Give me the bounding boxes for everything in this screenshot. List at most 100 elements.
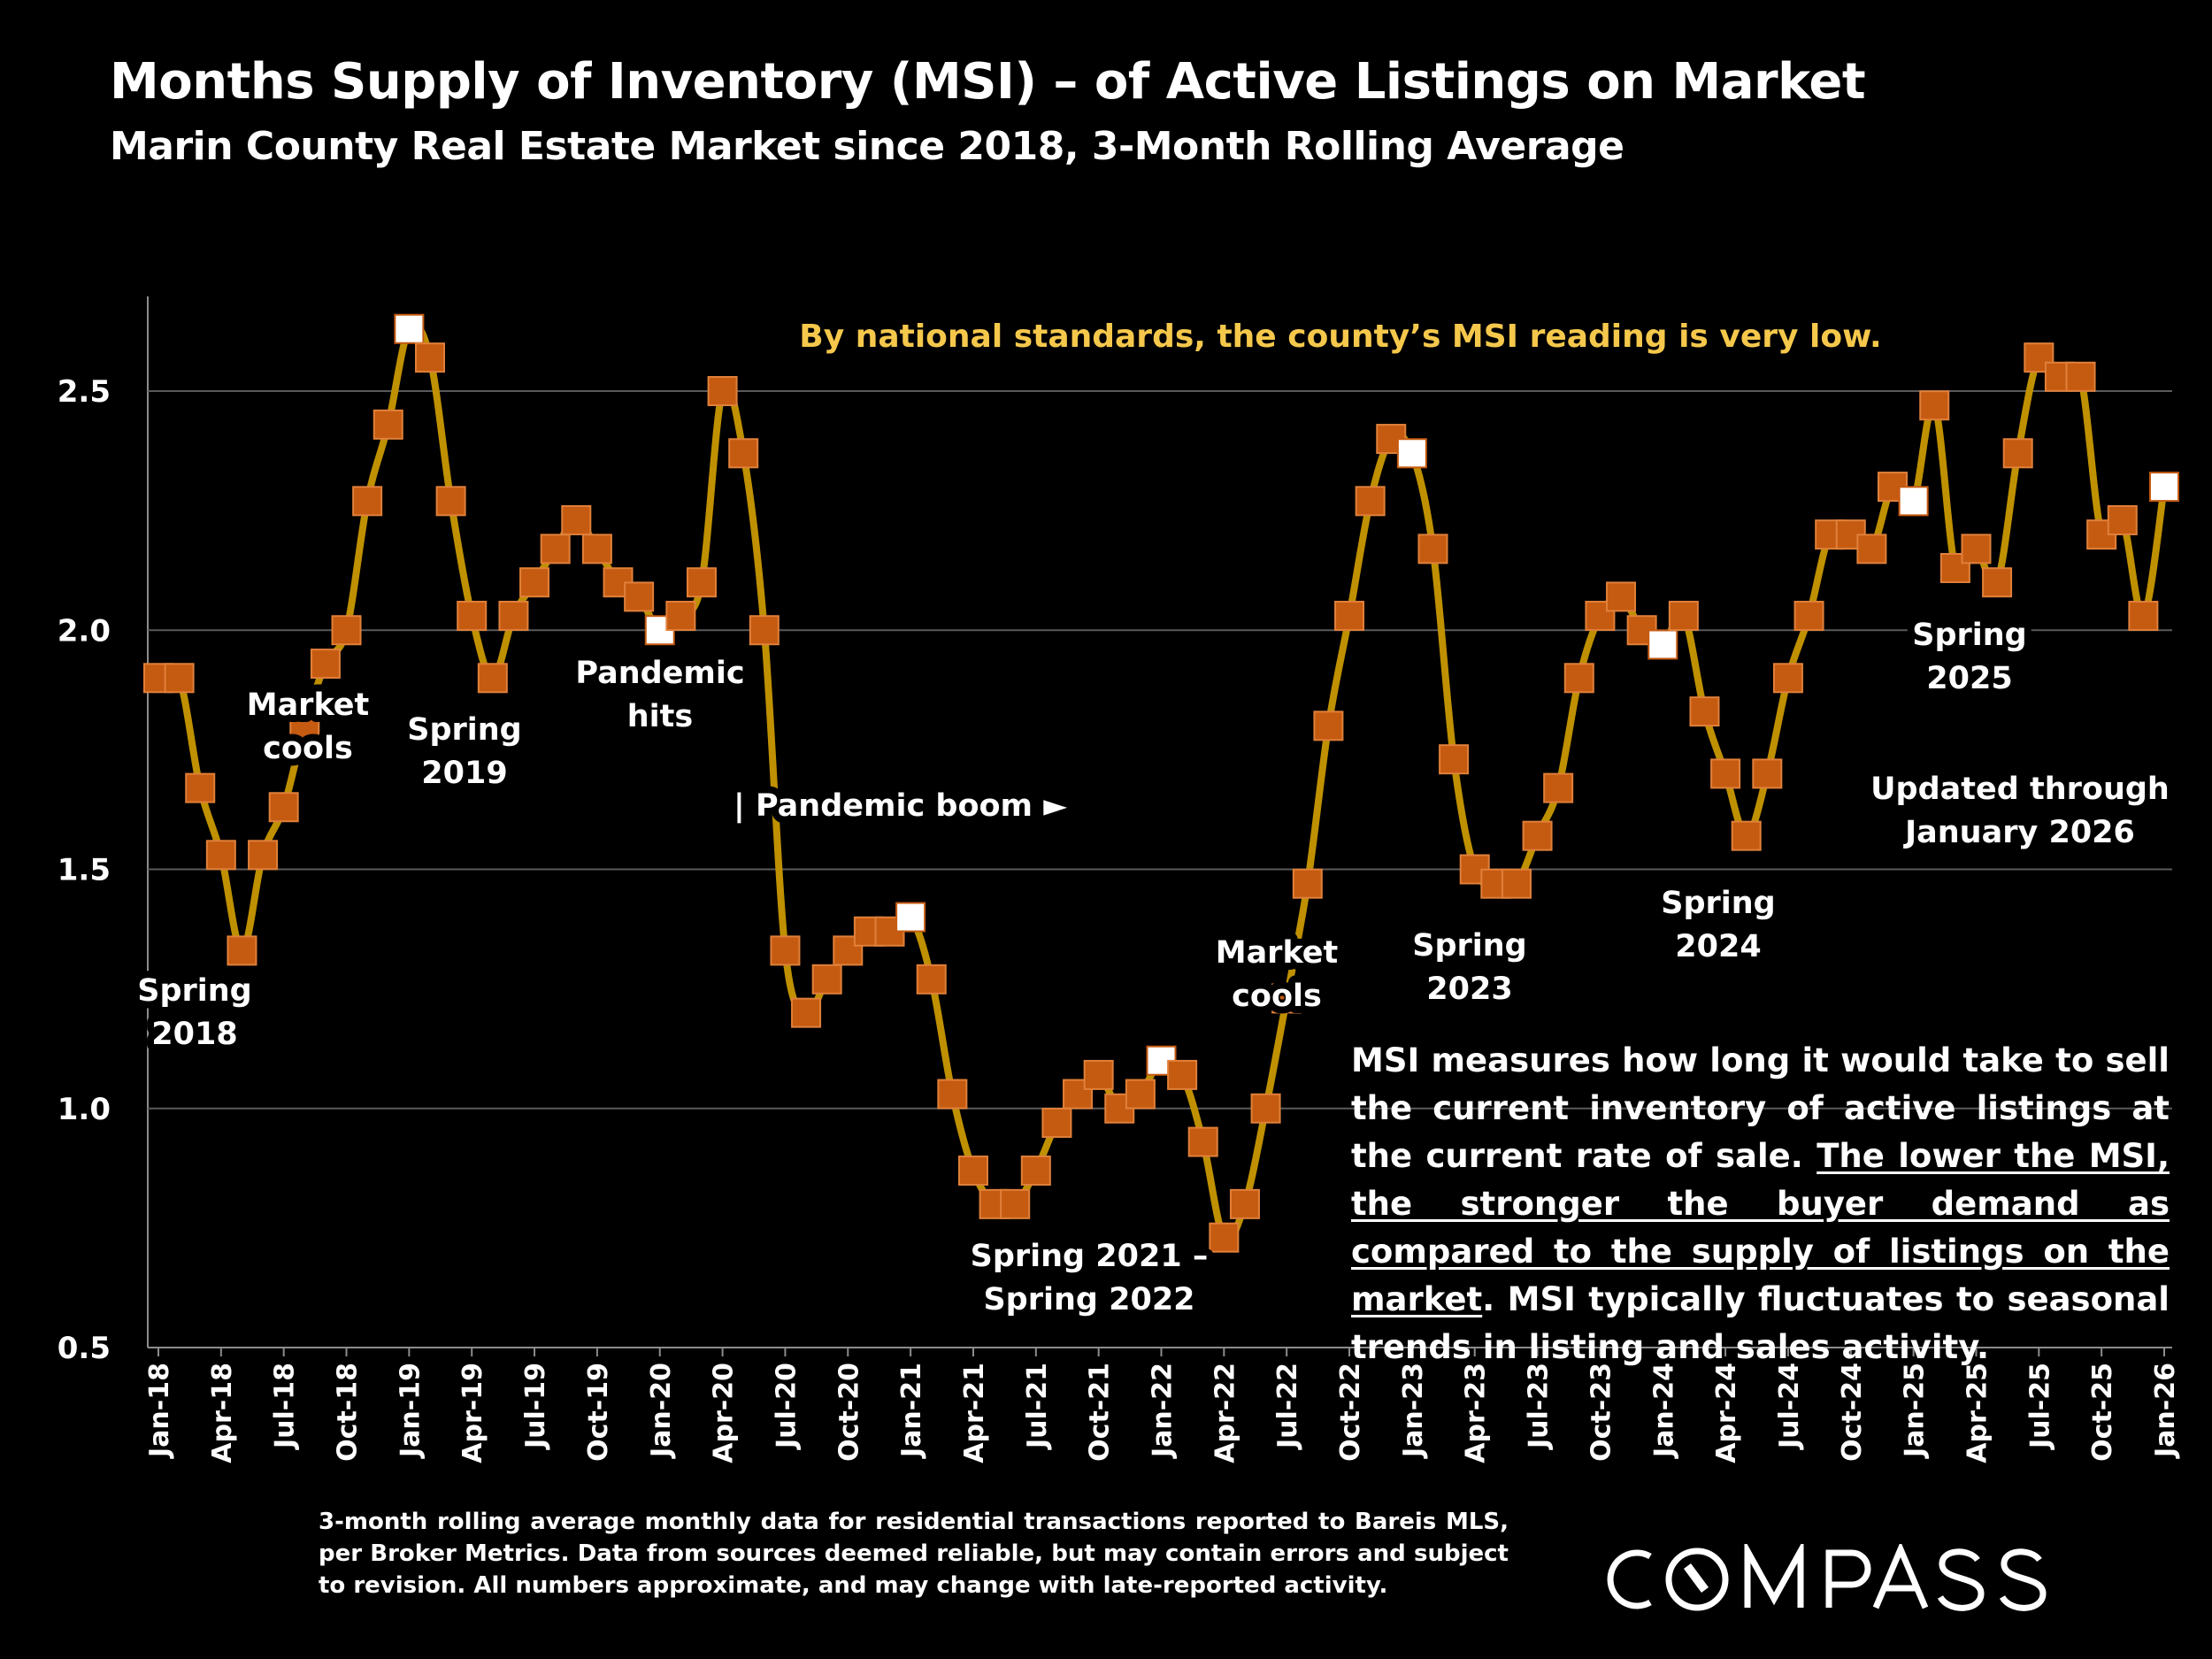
data-point xyxy=(1313,710,1344,741)
data-point xyxy=(1187,1126,1218,1157)
data-point xyxy=(1752,758,1783,789)
data-point-highlighted xyxy=(895,902,926,933)
data-point xyxy=(268,792,299,823)
data-point xyxy=(1522,820,1553,851)
data-point xyxy=(1417,534,1448,565)
msi-explanation-note: MSI measures how long it would take to s… xyxy=(1351,1041,2170,1366)
data-point xyxy=(227,935,257,966)
data-point xyxy=(686,567,717,598)
data-point xyxy=(519,567,550,598)
data-point xyxy=(1439,744,1470,775)
x-tick-label: Oct-21 xyxy=(1085,1363,1116,1462)
data-point xyxy=(1563,663,1594,694)
y-tick-label: 0.5 xyxy=(58,1331,111,1366)
annotation-market-cools-2022: Market cools xyxy=(1216,935,1339,1014)
data-point xyxy=(1668,601,1699,632)
data-point xyxy=(1793,601,1824,632)
annotation-spring-2019: Spring 2019 xyxy=(407,712,522,791)
data-point xyxy=(811,964,842,995)
data-point xyxy=(352,486,383,517)
data-point xyxy=(1606,581,1637,612)
data-point-highlighted xyxy=(1898,486,1929,517)
data-point-highlighted xyxy=(1396,438,1427,469)
x-tick-label: Jul-19 xyxy=(520,1363,551,1450)
chart-subtitle: Marin County Real Estate Market since 20… xyxy=(110,124,1624,169)
x-tick-label: Jan-22 xyxy=(1148,1363,1179,1459)
y-tick-label: 1.0 xyxy=(58,1092,111,1127)
data-point xyxy=(1919,390,1950,421)
x-tick-label: Jan-18 xyxy=(144,1363,175,1459)
data-point xyxy=(435,486,466,517)
data-point xyxy=(665,601,696,632)
x-tick-label: Jul-18 xyxy=(270,1363,301,1450)
annotation-market-cools-2018: Market cools xyxy=(247,687,370,766)
data-point xyxy=(498,601,529,632)
data-point xyxy=(1271,983,1302,1014)
chart-title: Months Supply of Inventory (MSI) – of Ac… xyxy=(110,53,1866,111)
compass-logo-graphic xyxy=(1607,1539,2047,1611)
annotation-pandemic-hits: Pandemic hits xyxy=(575,656,744,734)
note-underlined-text: The lower the MSI, the stronger the buye… xyxy=(1351,1137,2170,1318)
x-tick-label: Oct-23 xyxy=(1586,1363,1617,1462)
data-point xyxy=(1501,868,1532,899)
annotation-national-standards: By national standards, the county’s MSI … xyxy=(799,319,1881,355)
data-point-highlighted xyxy=(1647,629,1678,660)
footnote: 3-month rolling average monthly data for… xyxy=(319,1509,1509,1599)
data-point xyxy=(2065,361,2096,392)
x-tick-label: Oct-19 xyxy=(583,1363,614,1462)
x-tick-label: Jan-20 xyxy=(646,1363,677,1459)
data-point xyxy=(561,504,592,535)
data-point xyxy=(1041,1107,1072,1138)
y-tick-label: 2.0 xyxy=(58,613,111,649)
y-tick-label: 2.5 xyxy=(58,374,111,410)
data-point xyxy=(1982,567,2013,598)
data-point xyxy=(728,438,759,469)
annotation-spring-2024: Spring 2024 xyxy=(1661,886,1776,964)
annotation-spring-2018: Spring 2018 xyxy=(137,973,252,1052)
data-point xyxy=(1209,1222,1240,1253)
data-point xyxy=(1543,772,1574,803)
data-point xyxy=(1020,1156,1051,1187)
data-point xyxy=(1083,1059,1114,1090)
data-point xyxy=(1961,534,1992,565)
x-tick-label: Oct-24 xyxy=(1837,1363,1868,1462)
data-point xyxy=(937,1079,968,1110)
x-tick-label: Apr-25 xyxy=(1962,1363,1993,1463)
data-point xyxy=(1000,1188,1031,1219)
data-point xyxy=(457,601,488,632)
data-point xyxy=(1731,820,1762,851)
data-point xyxy=(477,663,508,694)
data-point xyxy=(1334,601,1365,632)
x-tick-label: Jan-19 xyxy=(395,1363,426,1459)
data-point xyxy=(310,649,341,680)
x-tick-label: Oct-18 xyxy=(333,1363,364,1462)
data-point xyxy=(185,772,216,803)
data-point xyxy=(414,342,445,373)
x-tick-label: Apr-19 xyxy=(457,1363,488,1463)
x-tick-label: Oct-22 xyxy=(1335,1363,1366,1462)
data-point xyxy=(1167,1059,1198,1090)
x-tick-label: Jul-23 xyxy=(1524,1363,1555,1450)
x-tick-label: Jan-24 xyxy=(1648,1363,1679,1459)
data-point xyxy=(1689,696,1720,727)
data-point xyxy=(2128,601,2159,632)
annotation-spring-2025: Spring 2025 xyxy=(1912,618,2027,696)
data-point xyxy=(916,964,947,995)
data-point xyxy=(540,534,571,565)
data-point xyxy=(1229,1188,1260,1219)
data-point xyxy=(1772,663,1803,694)
data-point xyxy=(2024,342,2055,373)
data-point xyxy=(581,534,612,565)
data-point xyxy=(624,581,655,612)
data-point-highlighted xyxy=(394,313,425,344)
x-tick-label: Jul-24 xyxy=(1774,1363,1805,1450)
annotation-updated-through: Updated through January 2026 xyxy=(1870,772,2170,850)
x-tick-label: Apr-18 xyxy=(207,1363,238,1463)
data-point xyxy=(248,840,279,871)
annotation-spring-2023: Spring 2023 xyxy=(1412,928,1527,1007)
data-point xyxy=(1355,486,1386,517)
x-tick-label: Apr-24 xyxy=(1711,1363,1742,1463)
data-point xyxy=(957,1156,988,1187)
data-point xyxy=(1856,534,1887,565)
x-tick-label: Jan-21 xyxy=(896,1363,927,1459)
